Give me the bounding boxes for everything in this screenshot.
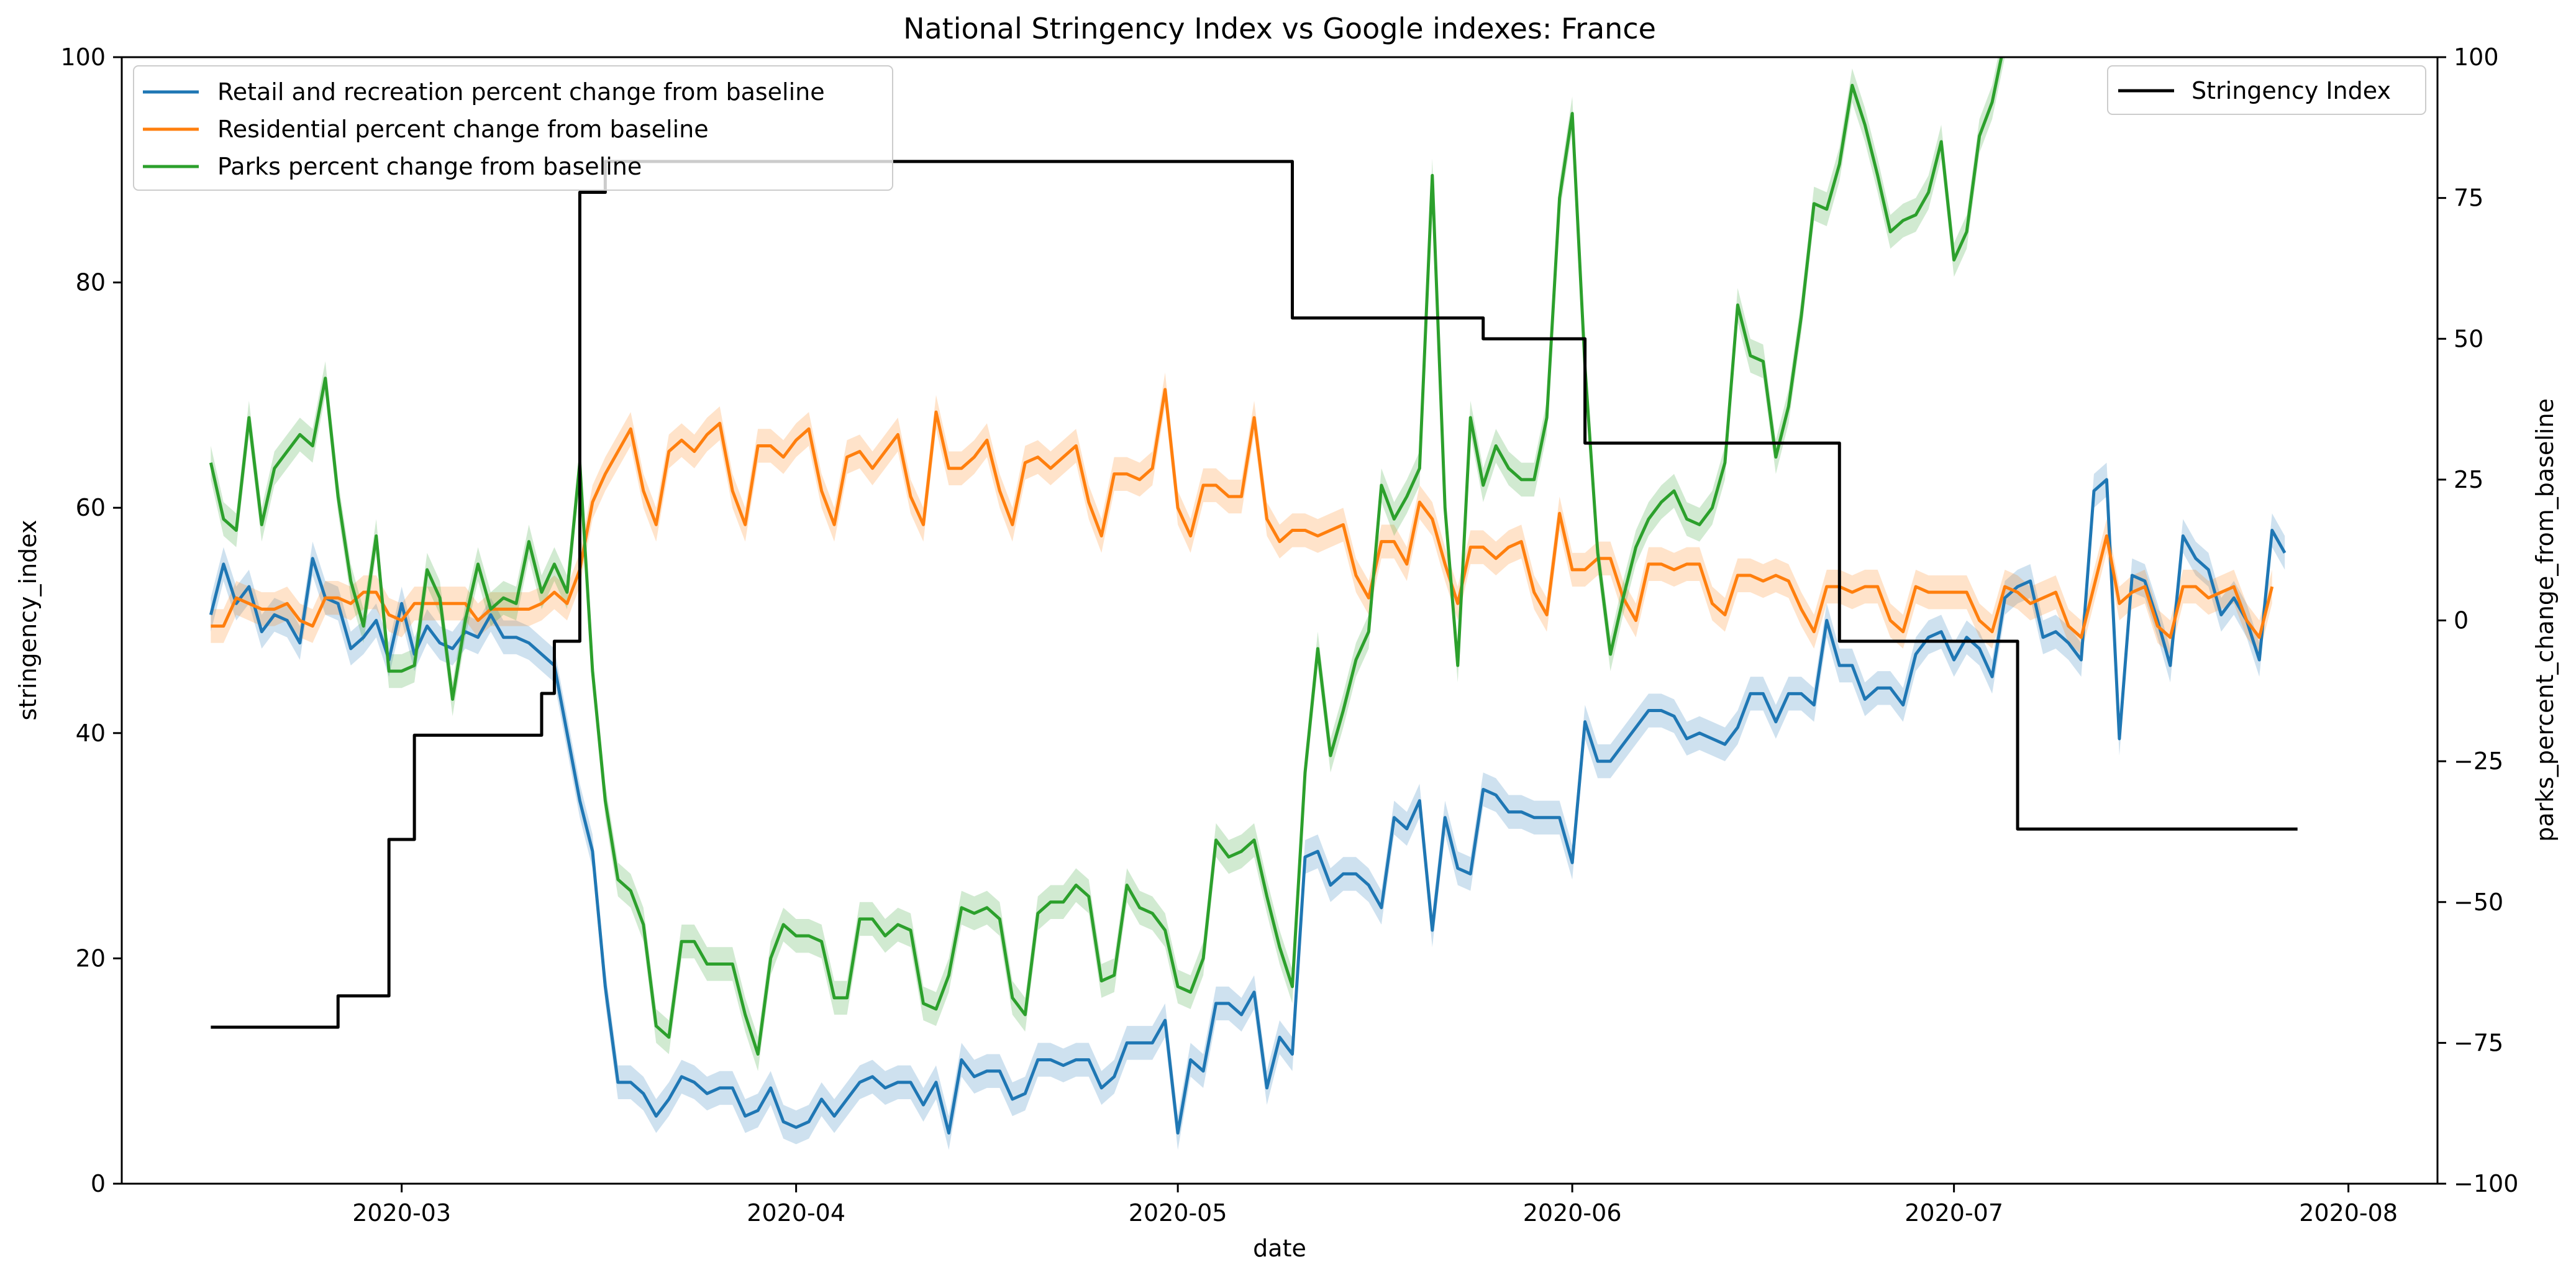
legend-right-frame bbox=[2107, 65, 2426, 115]
y-axis-right: −100 −75 −50 −25 0 25 50 75 100 bbox=[2437, 43, 2518, 1197]
x-tick-label: 2020-08 bbox=[2299, 1199, 2398, 1227]
legend-left-frame bbox=[133, 65, 893, 191]
y-left-tick-label: 80 bbox=[76, 269, 106, 296]
confidence-band-retail-and-recreation-percent-change-from-baseline bbox=[211, 462, 2285, 1150]
x-tick-label: 2020-03 bbox=[352, 1199, 451, 1227]
y-right-tick-label: 75 bbox=[2454, 185, 2483, 212]
series-lines bbox=[209, 57, 2298, 1135]
legend-label-stringency: Stringency Index bbox=[2191, 77, 2391, 104]
y-right-tick-label: 25 bbox=[2454, 466, 2483, 493]
x-tick-label: 2020-07 bbox=[1905, 1199, 2003, 1227]
y-right-tick-label: 50 bbox=[2454, 325, 2483, 352]
y-right-tick-label: 0 bbox=[2454, 607, 2469, 634]
y-left-tick-label: 40 bbox=[76, 720, 106, 747]
legend-label-parks: Parks percent change from baseline bbox=[217, 153, 642, 180]
series-line-stringency-index bbox=[211, 160, 2298, 1029]
series-line-retail-and-recreation-percent-change-from-baseline bbox=[209, 478, 2287, 1135]
confidence-band-residential-percent-change-from-baseline bbox=[211, 372, 2272, 654]
y-axis-left: 0 20 40 60 80 100 bbox=[60, 43, 122, 1197]
series-line-residential-percent-change-from-baseline bbox=[211, 388, 2274, 639]
x-tick-label: 2020-06 bbox=[1523, 1199, 1622, 1227]
legend-right: Stringency Index bbox=[2107, 65, 2426, 115]
x-axis-label: date bbox=[1253, 1235, 1306, 1262]
y-right-tick-label: −50 bbox=[2454, 889, 2503, 916]
x-tick-label: 2020-05 bbox=[1129, 1199, 1227, 1227]
y-left-tick-label: 60 bbox=[76, 494, 106, 521]
y-left-tick-label: 20 bbox=[76, 944, 106, 972]
chart-title: National Stringency Index vs Google inde… bbox=[903, 12, 1656, 45]
y-left-tick-label: 0 bbox=[91, 1170, 106, 1197]
y-left-tick-label: 100 bbox=[60, 43, 106, 71]
legend-label-retail: Retail and recreation percent change fro… bbox=[217, 78, 825, 106]
y-right-tick-label: −100 bbox=[2454, 1170, 2518, 1197]
y-right-tick-label: 100 bbox=[2454, 43, 2499, 71]
legend-left: Retail and recreation percent change fro… bbox=[133, 65, 893, 191]
legend-label-residential: Residential percent change from baseline bbox=[217, 116, 709, 143]
x-axis: 2020-03 2020-04 2020-05 2020-06 2020-07 2020-… bbox=[352, 1184, 2398, 1227]
y-right-tick-label: −75 bbox=[2454, 1029, 2503, 1056]
x-tick-label: 2020-04 bbox=[747, 1199, 845, 1227]
y-right-tick-label: −25 bbox=[2454, 747, 2503, 775]
y-axis-label-right: parks_percent_change_from_baseline bbox=[2531, 398, 2559, 842]
series-line-parks-percent-change-from-baseline bbox=[209, 57, 2003, 1056]
y-axis-label-left: stringency_index bbox=[14, 520, 42, 721]
